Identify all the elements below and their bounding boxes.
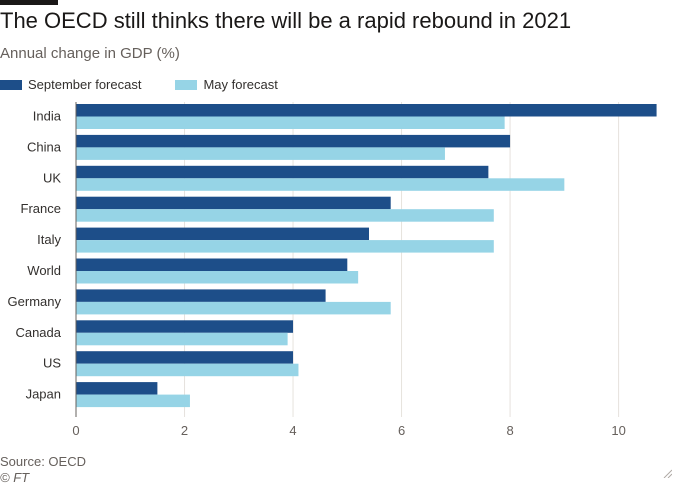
bar-may-france: [76, 209, 494, 222]
bar-september-japan: [76, 382, 158, 395]
category-label: Italy: [37, 232, 61, 247]
category-label: UK: [43, 170, 61, 185]
category-label: US: [43, 356, 61, 371]
x-tick-label: 4: [289, 423, 296, 438]
bar-september-us: [76, 351, 294, 364]
ft-credit: © FT: [0, 470, 30, 485]
category-label: Germany: [8, 294, 62, 309]
bar-september-canada: [76, 320, 294, 333]
category-label: India: [33, 109, 62, 124]
bar-september-italy: [76, 227, 369, 241]
bar-chart: 0 2 4 6 8 10 India China UK France Italy World Germa…: [8, 102, 657, 438]
top-accent-bar: [0, 0, 58, 5]
legend-swatch-may: [175, 79, 198, 90]
legend-item-may: May forecast: [175, 77, 278, 92]
bar-may-italy: [76, 240, 494, 253]
category-label: France: [21, 201, 61, 216]
chart-subtitle: Annual change in GDP (%): [0, 45, 180, 62]
source-note: Source: OECD: [0, 454, 86, 469]
bar-september-france: [76, 196, 391, 210]
bar-may-india: [76, 116, 505, 129]
bar-may-japan: [76, 394, 190, 408]
bar-september-india: [76, 104, 657, 117]
legend-item-september: September forecast: [0, 77, 141, 92]
category-label: Japan: [26, 387, 61, 402]
category-label: Canada: [15, 325, 61, 340]
legend: September forecast May forecast: [0, 77, 312, 92]
bar-may-us: [76, 363, 299, 377]
x-tick-label: 0: [72, 423, 79, 438]
bar-may-world: [76, 271, 359, 284]
x-tick-label: 8: [506, 423, 513, 438]
x-tick-label: 10: [611, 423, 625, 438]
bar-may-china: [76, 147, 445, 160]
legend-swatch-september: [0, 79, 22, 90]
bar-september-germany: [76, 289, 326, 302]
chart-title: The OECD still thinks there will be a ra…: [0, 8, 572, 33]
bar-may-germany: [76, 301, 391, 315]
bar-may-uk: [76, 178, 565, 191]
bar-september-world: [76, 258, 348, 271]
bar-september-china: [76, 134, 511, 148]
category-label: World: [27, 263, 61, 278]
bar-may-canada: [76, 332, 288, 346]
x-tick-label: 6: [398, 423, 405, 438]
legend-label-may: May forecast: [203, 77, 278, 92]
x-tick-label: 2: [181, 423, 188, 438]
resize-handle-icon[interactable]: [662, 468, 672, 478]
legend-label-september: September forecast: [28, 77, 142, 92]
bar-september-uk: [76, 165, 489, 179]
category-label: China: [27, 139, 62, 154]
